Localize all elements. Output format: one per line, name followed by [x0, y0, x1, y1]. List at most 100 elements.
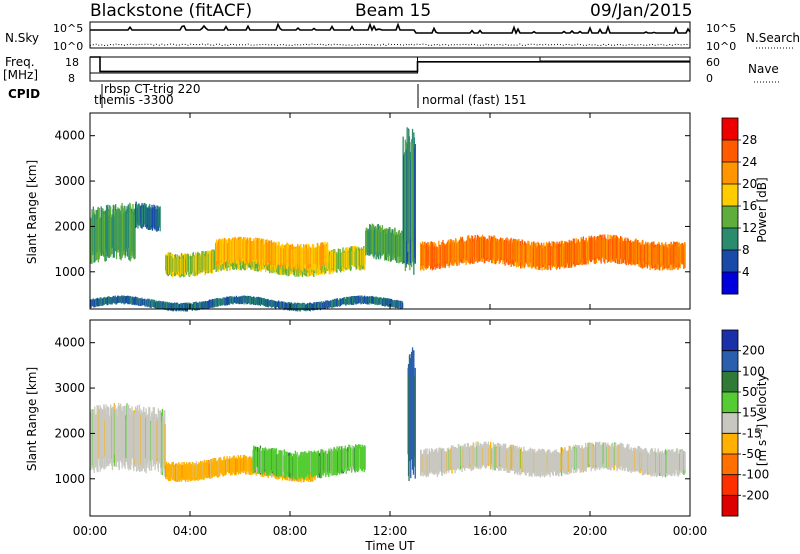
colorbar-tick-label: -100 — [742, 468, 769, 482]
x-tick-label: 20:00 — [573, 524, 608, 538]
colorbar-segment — [722, 371, 738, 393]
nsky-panel — [89, 21, 691, 49]
colorbar-segment — [722, 206, 738, 229]
colorbar-tick-label: 4 — [742, 265, 750, 279]
nsky-tick-top: 10^5 — [53, 22, 83, 35]
colorbar-segment — [722, 433, 738, 455]
colorbar-tick-label: 50 — [742, 385, 757, 399]
nsky-trace — [89, 22, 691, 47]
velocity-colorbar-label: Velocity — [755, 374, 769, 421]
colorbar-frame — [721, 329, 739, 517]
y-tick-label: 2000 — [54, 426, 85, 440]
colorbar-segment — [722, 454, 738, 476]
velocity-panel-frame — [89, 319, 691, 517]
x-tick-label: 00:00 — [73, 524, 108, 538]
nsearch-label: N.Search — [746, 31, 800, 45]
y-tick-label: 4000 — [54, 336, 85, 350]
x-tick-label: 12:00 — [373, 524, 408, 538]
power-panel-frame — [89, 112, 691, 310]
power-y-ticks: 1000 2000 3000 4000 — [54, 129, 690, 279]
colorbar-tick-label: 20 — [742, 177, 757, 191]
colorbar-tick-label: -50 — [742, 447, 762, 461]
nsky-tick-bottom: 10^0 — [53, 40, 83, 53]
power-cell — [414, 144, 416, 264]
y-tick-label: 1000 — [54, 265, 85, 279]
nave-line — [90, 56, 690, 74]
power-y-axis-label: Slant Range [km] — [25, 160, 39, 264]
colorbar-segment — [722, 412, 738, 434]
colorbar-segment — [722, 250, 738, 273]
colorbar-tick-label: 100 — [742, 364, 765, 378]
velocity-y-ticks: 1000 2000 3000 4000 — [54, 336, 690, 486]
frequency-line — [90, 56, 690, 73]
velocity-cell — [684, 451, 686, 474]
cpid-label: CPID — [8, 87, 40, 101]
velocity-cell — [164, 423, 166, 470]
colorbar-tick-label: 15 — [742, 406, 757, 420]
y-tick-label: 3000 — [54, 174, 85, 188]
colorbar-tick-label: 24 — [742, 155, 757, 169]
x-tick-label: 08:00 — [273, 524, 308, 538]
velocity-colorbar: 200 100 50 15 -15 -50 -100 -200 — [721, 329, 769, 517]
colorbar-tick-label: 16 — [742, 199, 757, 213]
cpid-entry-2: normal (fast) 151 — [422, 93, 526, 107]
colorbar-tick-label: 8 — [742, 243, 750, 257]
nsky-label: N.Sky — [5, 31, 39, 45]
station-title: Blackstone (fitACF) — [90, 1, 252, 21]
colorbar-tick-label: -200 — [742, 488, 769, 502]
nsearch-tick-top: 10^5 — [706, 22, 736, 35]
velocity-y-axis-label: Slant Range [km] — [25, 367, 39, 471]
velocity-cell — [364, 446, 366, 470]
y-tick-label: 2000 — [54, 219, 85, 233]
colorbar-segment — [722, 118, 738, 141]
power-cell — [327, 242, 329, 263]
freq-panel — [89, 56, 691, 82]
power-heatmap — [90, 127, 686, 312]
velocity-panel: 1000 2000 3000 4000 Slant Range [km] — [25, 319, 691, 517]
colorbar-segment — [722, 162, 738, 185]
power-cell — [402, 302, 404, 308]
cpid-entry-0: rbsp CT-trig 220 — [104, 82, 200, 96]
colorbar-segment — [722, 330, 738, 352]
nsearch-line — [89, 43, 691, 47]
x-tick-label: 16:00 — [473, 524, 508, 538]
colorbar-segment — [722, 184, 738, 207]
y-tick-label: 1000 — [54, 472, 85, 486]
nsky-line — [90, 22, 691, 35]
colorbar-segment — [722, 228, 738, 251]
nave-tick-bottom: 0 — [706, 72, 713, 85]
power-colorbar: 28 24 20 16 12 8 4 — [721, 117, 757, 295]
colorbar-segment — [722, 474, 738, 496]
colorbar-tick-label: 28 — [742, 133, 757, 147]
power-panel: 1000 2000 3000 4000 Slant Range [km] — [25, 112, 691, 312]
freq-label: Freq. — [5, 55, 35, 69]
x-tick-label: 00:00 — [673, 524, 708, 538]
colorbar-segment — [722, 350, 738, 372]
power-colorbar-label: Power [dB] — [755, 177, 769, 242]
colorbar-tick-label: -15 — [742, 426, 762, 440]
y-tick-label: 4000 — [54, 129, 85, 143]
freq-unit: [MHz] — [3, 68, 38, 82]
power-cell — [364, 249, 366, 265]
x-axis-label: Time UT — [364, 539, 415, 553]
cpid-entry-1: themis -3300 — [94, 93, 174, 107]
power-cell — [684, 243, 686, 268]
colorbar-tick-label: 12 — [742, 221, 757, 235]
freq-tick-top: 18 — [65, 56, 79, 69]
y-tick-label: 3000 — [54, 381, 85, 395]
power-cell — [159, 206, 161, 232]
velocity-cell — [414, 367, 416, 479]
colorbar-segment — [722, 140, 738, 163]
power-cell — [134, 215, 136, 259]
velocity-heatmap — [90, 347, 686, 483]
colorbar-segment — [722, 392, 738, 414]
colorbar-tick-label: 200 — [742, 344, 765, 358]
x-tick-label: 04:00 — [173, 524, 208, 538]
date-title: 09/Jan/2015 — [590, 1, 693, 21]
velocity-colorbar-unit: [m s⁻¹] — [755, 424, 769, 466]
freq-trace — [90, 56, 690, 74]
colorbar-segment — [722, 495, 738, 517]
freq-tick-bottom: 8 — [68, 72, 75, 85]
beam-title: Beam 15 — [355, 1, 431, 21]
